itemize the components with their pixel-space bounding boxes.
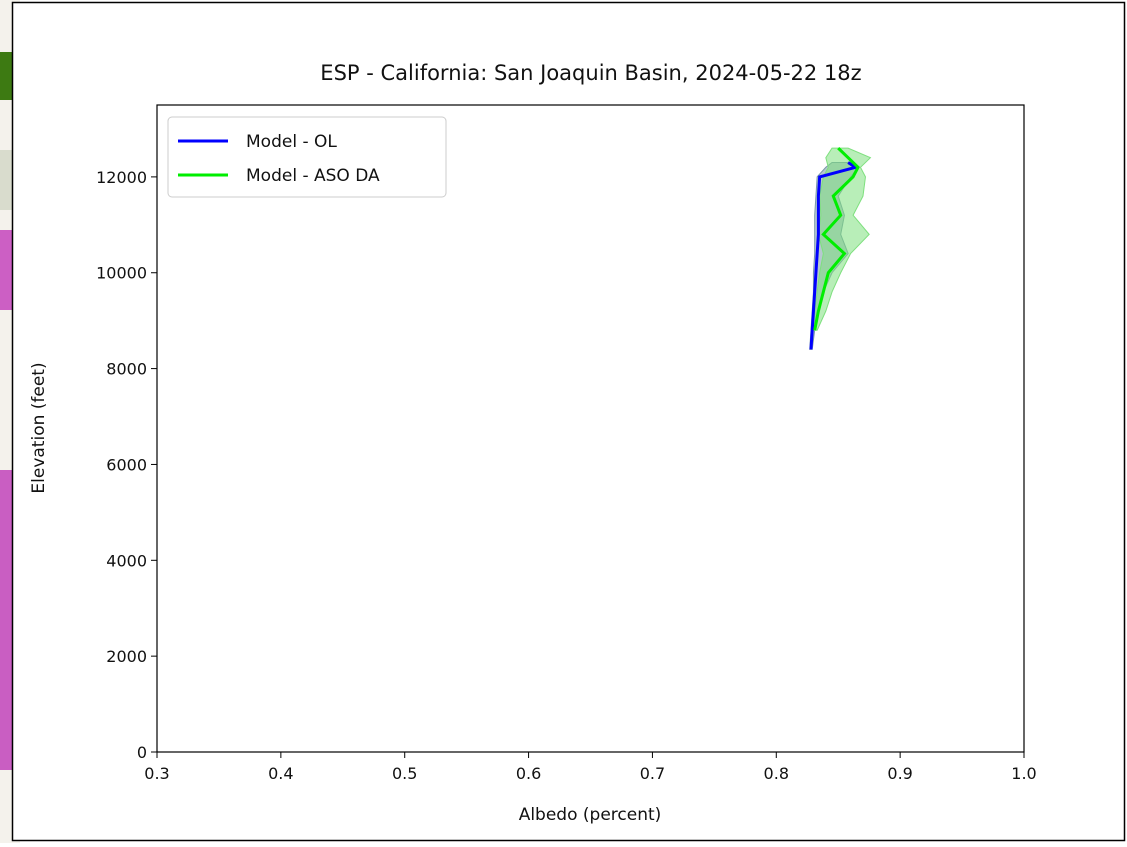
y-tick-label: 10000 [96, 264, 147, 283]
y-tick-label: 8000 [106, 360, 147, 379]
x-tick-label: 0.7 [640, 764, 665, 783]
x-tick-label: 0.9 [887, 764, 912, 783]
page: {"chart_data": { "type": "line", "title"… [0, 0, 1127, 843]
x-tick-label: 0.8 [764, 764, 789, 783]
legend-label: Model - OL [246, 132, 337, 152]
x-tick-label: 0.6 [516, 764, 541, 783]
y-axis-label: Elevation (feet) [29, 362, 49, 493]
y-tick-label: 4000 [106, 551, 147, 570]
y-tick-label: 2000 [106, 647, 147, 666]
y-tick-label: 6000 [106, 455, 147, 474]
x-tick-label: 1.0 [1011, 764, 1036, 783]
x-axis-label: Albedo (percent) [519, 805, 662, 825]
chart-title: ESP - California: San Joaquin Basin, 202… [320, 61, 861, 85]
legend-label: Model - ASO DA [246, 166, 380, 186]
x-tick-label: 0.3 [144, 764, 169, 783]
x-tick-label: 0.4 [268, 764, 293, 783]
y-tick-label: 12000 [96, 168, 147, 187]
screen: ESP - California: San Joaquin Basin, 202… [0, 0, 1127, 843]
x-tick-label: 0.5 [392, 764, 417, 783]
y-tick-label: 0 [137, 743, 147, 762]
